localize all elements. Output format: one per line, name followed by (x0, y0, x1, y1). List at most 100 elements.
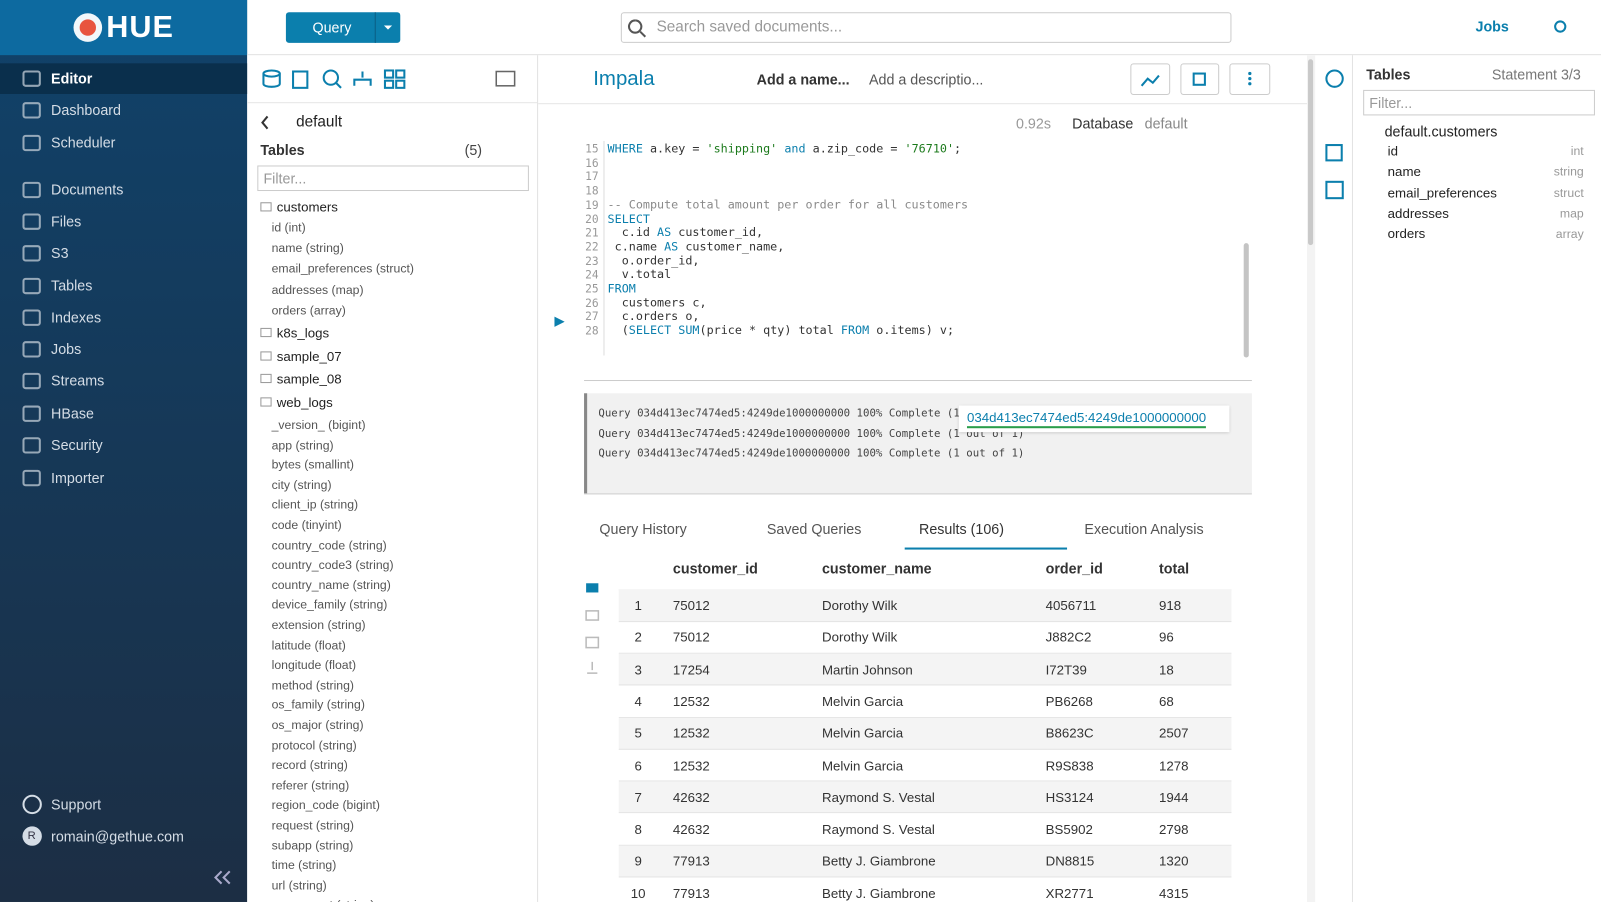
collapse-icon[interactable] (214, 870, 231, 885)
table-name[interactable]: sample_07 (276, 348, 342, 364)
row-number: 4 (634, 693, 642, 710)
column-name[interactable]: email_preferences (struct) (271, 261, 414, 277)
column-name[interactable]: method (string) (271, 677, 355, 693)
column-name[interactable]: orders (1387, 226, 1426, 242)
statement: Statement 3/3 (1491, 65, 1581, 83)
user[interactable]: romain@gethue.com (51, 828, 184, 845)
column-name[interactable]: addresses (map) (271, 282, 364, 297)
nav-item[interactable]: S3 (51, 244, 69, 262)
query-button[interactable]: Query (312, 19, 352, 36)
nav-item[interactable]: Streams (51, 372, 105, 389)
nav-item[interactable]: Editor (51, 70, 93, 87)
column-name[interactable]: country_code (string) (271, 537, 387, 553)
column-name[interactable]: longitude (float) (271, 657, 357, 673)
filter-input[interactable] (1363, 89, 1595, 116)
nav-icon (22, 469, 41, 487)
code-line: o.order_id, (607, 253, 700, 268)
column-name[interactable]: addresses (1387, 205, 1449, 221)
nav-item[interactable]: Documents (51, 181, 124, 198)
nav-item[interactable]: Security (51, 436, 103, 454)
result-row (618, 750, 1232, 782)
cell: Dorothy Wilk (821, 597, 898, 614)
filter-input[interactable] (257, 165, 529, 192)
column-name[interactable]: subapp (string) (271, 838, 354, 853)
column-name[interactable]: orders (array) (271, 302, 346, 318)
column-name[interactable]: client_ip (string) (271, 497, 359, 512)
column-name[interactable]: user_agent (string) (272, 898, 375, 902)
save-button[interactable] (1180, 63, 1220, 95)
name-input[interactable]: Add a name... (756, 71, 850, 88)
column-name[interactable]: region_code (bigint) (271, 797, 380, 813)
column-name[interactable]: time (string) (271, 858, 337, 873)
column-name[interactable]: id (int) (271, 220, 306, 235)
run-icon[interactable] (554, 316, 565, 327)
token: AS (657, 225, 672, 240)
table-name[interactable]: default.customers (1384, 123, 1498, 140)
nav-item[interactable]: Scheduler (51, 134, 116, 151)
column-name[interactable]: protocol (string) (271, 737, 357, 753)
column-name[interactable]: _version_ (bigint) (271, 417, 366, 432)
divider (584, 493, 1252, 495)
column-name[interactable]: device_family (string) (271, 597, 388, 613)
column-header[interactable]: customer_name (821, 560, 932, 577)
column-name[interactable]: request (string) (271, 818, 355, 833)
table-name[interactable]: customers (276, 199, 338, 215)
column-name[interactable]: code (tinyint) (271, 517, 342, 533)
query-link[interactable]: 034d413ec7474ed5:4249de1000000000 (966, 410, 1207, 428)
database-name[interactable]: default (296, 113, 343, 131)
divider (537, 55, 539, 902)
assist-icons (262, 69, 406, 89)
database-select[interactable]: default (1144, 115, 1188, 132)
nav-item[interactable]: Files (51, 213, 82, 230)
nav-item[interactable]: Support (51, 796, 102, 813)
nav-icon (22, 181, 41, 199)
column-name[interactable]: latitude (float) (271, 637, 346, 653)
column-type: array (1555, 226, 1584, 242)
tab[interactable]: Saved Queries (766, 520, 862, 537)
column-name[interactable]: bytes (smallint) (271, 457, 355, 472)
column-name[interactable]: record (string) (271, 757, 348, 773)
more-button[interactable] (1229, 63, 1271, 95)
column-name[interactable]: name (1387, 163, 1421, 180)
column-name[interactable]: os_major (string) (271, 717, 364, 733)
column-name[interactable]: city (string) (271, 477, 332, 492)
table-name[interactable]: web_logs (276, 393, 333, 410)
nav-item[interactable]: Importer (51, 469, 105, 486)
column-name[interactable]: country_code3 (string) (271, 557, 394, 573)
table-count: (5) (464, 141, 483, 158)
tab[interactable]: Results (106) (918, 520, 1005, 537)
column-header[interactable]: total (1158, 560, 1190, 577)
nav-item[interactable]: HBase (51, 405, 94, 422)
column-name[interactable]: extension (string) (271, 617, 366, 633)
column-name[interactable]: url (string) (271, 878, 327, 893)
code-line: SELECT (608, 211, 650, 226)
table-name[interactable]: sample_08 (276, 371, 342, 387)
query-button-bg[interactable] (285, 12, 401, 43)
nav-item[interactable]: Dashboard (51, 101, 122, 119)
column-header[interactable]: order_id (1045, 560, 1103, 577)
chart-button[interactable] (1130, 63, 1171, 95)
nav-item[interactable]: Jobs (51, 340, 82, 358)
column-name[interactable]: country_name (string) (271, 577, 391, 593)
table-name[interactable]: k8s_logs (276, 325, 330, 341)
column-header[interactable]: customer_id (672, 560, 758, 577)
column-name[interactable]: referer (string) (271, 777, 350, 793)
result-row (618, 686, 1232, 718)
search-box[interactable] (620, 12, 1232, 43)
cell: Betty J. Giambrone (821, 853, 936, 869)
line-number: 24 (585, 268, 599, 282)
jobs-link[interactable]: Jobs (1475, 17, 1509, 35)
column-name[interactable]: id (1387, 143, 1399, 159)
right-strip-icons (1325, 69, 1344, 200)
tab[interactable]: Execution Analysis (1084, 520, 1204, 537)
row-number: 7 (634, 789, 642, 805)
nav-item[interactable]: Indexes (51, 309, 102, 326)
filter-placeholder: Filter... (263, 170, 307, 187)
column-name[interactable]: os_family (string) (271, 697, 365, 713)
column-name[interactable]: name (string) (271, 241, 344, 256)
nav-item[interactable]: Tables (51, 277, 93, 294)
column-name[interactable]: email_preferences (1387, 184, 1497, 201)
description-input[interactable]: Add a descriptio... (868, 71, 984, 88)
column-name[interactable]: app (string) (271, 437, 334, 452)
tab[interactable]: Query History (599, 520, 687, 537)
